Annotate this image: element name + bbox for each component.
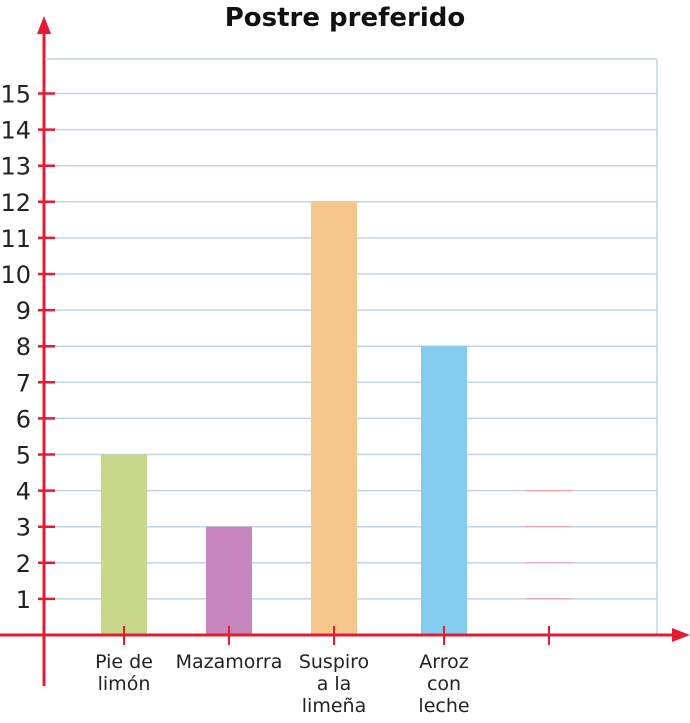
y-tick-label-6: 6	[16, 405, 31, 433]
y-tick-label-11: 11	[0, 225, 31, 253]
category-label-2: Mazamorra	[176, 651, 283, 673]
y-tick-label-2: 2	[16, 550, 31, 578]
y-tick-label-15: 15	[0, 81, 31, 109]
y-tick-label-13: 13	[0, 153, 31, 181]
x-axis-ticks: Pie de limón Mazamorra Suspiro a la limeña Arr…	[95, 626, 550, 717]
category-label-1: Pie de limón	[95, 651, 153, 695]
y-tick-label-10: 10	[0, 261, 31, 289]
y-tick-label-8: 8	[16, 333, 31, 361]
chart-title: Postre preferido	[225, 3, 466, 33]
category-label-line: limeña	[302, 695, 366, 717]
x-axis-arrow	[672, 628, 690, 642]
bar-4	[421, 346, 467, 635]
bar-3	[311, 201, 357, 636]
axes	[0, 16, 690, 686]
category-label-4: Arroz con leche	[418, 651, 469, 717]
bar-1	[101, 454, 147, 635]
category-label-line: leche	[418, 695, 469, 717]
category-label-3: Suspiro a la limeña	[299, 651, 369, 717]
bars	[101, 201, 467, 636]
y-tick-label-9: 9	[16, 297, 31, 325]
y-tick-label-3: 3	[16, 514, 31, 542]
y-tick-label-7: 7	[16, 369, 31, 397]
category-label-line: Pie de	[95, 651, 153, 673]
category-label-line: limón	[98, 673, 151, 695]
y-tick-label-4: 4	[16, 478, 31, 506]
y-tick-label-5: 5	[16, 442, 31, 470]
bar-2	[206, 526, 252, 635]
category-label-line: Mazamorra	[176, 651, 283, 673]
y-tick-label-14: 14	[0, 117, 31, 145]
y-axis-arrow	[37, 16, 51, 34]
category-label-line: a la	[317, 673, 352, 695]
category-label-line: Suspiro	[299, 651, 369, 673]
y-tick-label-12: 12	[0, 189, 31, 217]
unfinished-bar-guides	[526, 490, 572, 600]
category-label-line: con	[427, 673, 461, 695]
category-label-line: Arroz	[419, 651, 468, 673]
y-tick-label-1: 1	[16, 586, 31, 614]
